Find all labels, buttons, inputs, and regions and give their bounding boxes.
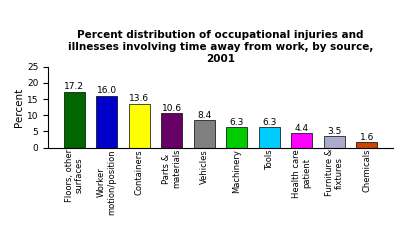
Bar	[194, 120, 215, 148]
Text: 1.6: 1.6	[360, 133, 374, 142]
Text: 6.3: 6.3	[262, 118, 276, 127]
Bar	[129, 104, 150, 148]
Y-axis label: Percent: Percent	[14, 88, 24, 127]
Bar	[291, 133, 312, 148]
Bar	[226, 127, 247, 148]
Bar	[64, 92, 85, 148]
Title: Percent distribution of occupational injuries and
illnesses involving time away : Percent distribution of occupational inj…	[68, 30, 373, 64]
Text: 3.5: 3.5	[327, 127, 341, 136]
Bar	[96, 96, 117, 148]
Text: 13.6: 13.6	[129, 94, 150, 103]
Text: 6.3: 6.3	[230, 118, 244, 127]
Bar	[324, 136, 345, 148]
Text: 4.4: 4.4	[295, 124, 309, 133]
Text: 8.4: 8.4	[197, 111, 211, 120]
Text: 10.6: 10.6	[162, 104, 182, 113]
Text: 16.0: 16.0	[97, 86, 117, 95]
Text: 17.2: 17.2	[64, 82, 84, 91]
Bar	[356, 142, 377, 148]
Bar	[161, 113, 182, 148]
Bar	[259, 127, 280, 148]
